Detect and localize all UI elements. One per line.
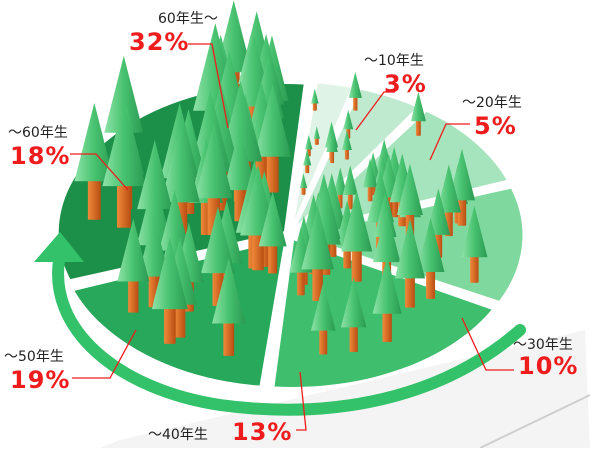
value-label-10: 3%	[384, 70, 427, 98]
cycle-arrow	[52, 249, 526, 416]
tree-crown	[341, 190, 373, 252]
tree-crown	[254, 84, 292, 157]
tree	[301, 205, 334, 302]
tree	[372, 256, 402, 342]
ground-shadow	[100, 330, 590, 448]
tree-crown	[416, 217, 445, 273]
tree	[348, 71, 362, 111]
tree-crown	[426, 188, 451, 235]
tree-crown	[162, 128, 200, 203]
tree	[448, 148, 476, 226]
tree-crown	[258, 191, 287, 247]
value-label-40: 13%	[232, 418, 293, 446]
base-layer	[100, 330, 590, 449]
tree-crown	[410, 91, 426, 122]
category-label-20: ～20年生	[462, 95, 522, 111]
value-label-30: 10%	[518, 352, 579, 380]
tree-crown	[461, 205, 488, 258]
tree-crown	[301, 205, 334, 270]
tree-crown	[436, 164, 462, 213]
tree-crown	[305, 134, 313, 150]
category-label-10: ～10年生	[364, 53, 424, 69]
tree-crown	[362, 158, 378, 188]
value-label-20: 5%	[474, 112, 517, 140]
cycle-arrow-head	[34, 232, 84, 262]
tree-layer	[74, 0, 488, 356]
tree	[313, 126, 320, 145]
tree-crown	[396, 163, 423, 215]
tree	[394, 218, 426, 308]
tree-crown	[348, 71, 362, 98]
tree	[303, 149, 312, 174]
ground-edge	[479, 394, 590, 449]
arrow-layer	[34, 232, 526, 416]
tree	[362, 158, 378, 202]
tree-crown	[372, 256, 402, 314]
tree-crown	[373, 208, 401, 263]
tree-crown	[333, 167, 348, 195]
tree	[258, 191, 287, 274]
category-label-60: ～60年生	[8, 125, 68, 141]
tree-crown	[303, 149, 312, 166]
tree-crown	[137, 139, 173, 210]
tree-crown	[117, 218, 150, 282]
tree	[340, 277, 367, 353]
category-label-30: ～30年生	[513, 337, 573, 353]
leader-line	[429, 123, 470, 161]
tree	[310, 282, 336, 355]
tree-crown	[136, 175, 172, 246]
tree	[254, 84, 292, 193]
tree	[341, 130, 352, 160]
tree	[102, 101, 146, 228]
tree	[341, 190, 373, 282]
leader-line	[461, 317, 514, 371]
tree-crown	[194, 123, 233, 199]
tree	[117, 218, 150, 313]
leader-line	[72, 329, 137, 379]
tree	[410, 91, 426, 136]
leader-layer	[70, 43, 514, 431]
category-label-60plus: 60年生～	[158, 11, 218, 27]
tree-crown	[74, 102, 115, 182]
tree-crown	[448, 148, 476, 201]
tree-crown	[394, 218, 426, 279]
tree	[416, 217, 445, 299]
tree	[461, 205, 488, 283]
tree-crown	[223, 126, 256, 191]
value-label-60: 18%	[10, 142, 71, 170]
tree-crown	[299, 173, 308, 188]
tree-crown	[201, 206, 235, 274]
tree-crown	[212, 257, 246, 324]
tree-crown	[311, 88, 319, 104]
category-label-40: ～40年生	[148, 427, 208, 443]
tree-crown	[151, 238, 188, 310]
category-label-50: ～50年生	[4, 349, 64, 365]
leader-line	[355, 91, 395, 131]
tree-crown	[313, 126, 320, 139]
tree-crown	[341, 130, 352, 150]
tree-crown	[104, 55, 144, 133]
tree	[342, 165, 358, 210]
leader-line	[188, 43, 229, 129]
tree	[74, 102, 115, 220]
value-label-50: 19%	[10, 366, 71, 394]
tree	[299, 173, 308, 195]
leader-line	[296, 371, 307, 431]
tree-crown	[310, 282, 336, 331]
leader-line	[70, 153, 129, 191]
tree	[151, 238, 188, 344]
tree	[326, 129, 338, 164]
value-label-60plus: 32%	[129, 28, 190, 56]
tree-crown	[102, 101, 146, 187]
tree-crown	[137, 214, 170, 277]
tree-crown	[340, 277, 367, 328]
tree-crown	[342, 165, 358, 195]
tree-crown	[343, 109, 354, 130]
tree	[212, 257, 246, 356]
tree-crown	[326, 129, 338, 152]
tree	[311, 88, 319, 111]
